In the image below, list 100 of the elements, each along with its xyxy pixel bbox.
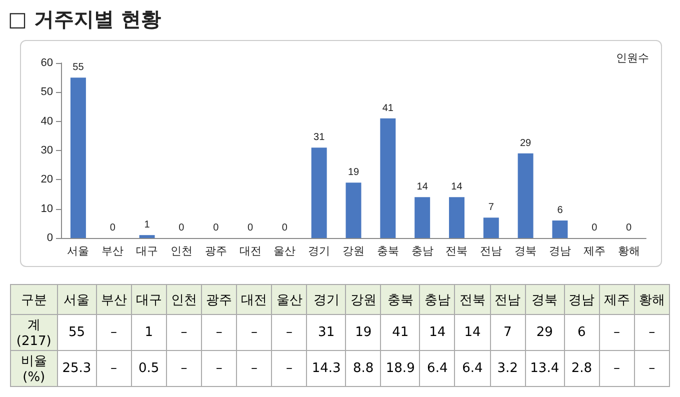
chart-title: □ 거주지별 현황 bbox=[8, 6, 161, 33]
text: 구분 bbox=[10, 284, 58, 314]
data-label: – bbox=[634, 314, 670, 350]
data-label: 7 bbox=[488, 202, 494, 214]
legend-label: 계 (217) bbox=[10, 314, 58, 350]
bar bbox=[311, 148, 327, 238]
x-tick-label: 인천 bbox=[170, 246, 192, 258]
bar bbox=[346, 182, 362, 238]
data-label: – bbox=[599, 314, 634, 350]
data-label: 1 bbox=[131, 314, 166, 350]
bar bbox=[414, 197, 430, 238]
category-label: 광주 bbox=[202, 284, 237, 314]
data-label: – bbox=[96, 314, 132, 350]
data-label: 13.4 bbox=[525, 350, 564, 386]
bar bbox=[552, 220, 568, 238]
category-label: 강원 bbox=[346, 284, 381, 314]
data-label: 0 bbox=[247, 222, 254, 234]
category-label: 충북 bbox=[380, 284, 420, 314]
category-label: 대구 bbox=[131, 284, 166, 314]
x-tick-label: 강원 bbox=[342, 246, 364, 258]
data-label: – bbox=[166, 314, 202, 350]
y-tick-label: 10 bbox=[40, 202, 53, 215]
data-label: – bbox=[236, 350, 272, 386]
y-tick-label: 30 bbox=[40, 144, 53, 156]
bar bbox=[483, 218, 499, 238]
x-tick-label: 울산 bbox=[274, 246, 296, 258]
data-label: 14.3 bbox=[306, 350, 346, 386]
x-tick-label: 제주 bbox=[583, 246, 606, 258]
data-label: 0 bbox=[110, 222, 116, 234]
data-label: 41 bbox=[380, 314, 420, 350]
x-tick-label: 충북 bbox=[376, 246, 399, 258]
x-tick-label: 전북 bbox=[446, 246, 468, 258]
bar bbox=[380, 118, 396, 238]
data-label: – bbox=[272, 350, 307, 386]
bar bbox=[448, 197, 464, 238]
category-label: 전남 bbox=[490, 284, 526, 314]
data-label: 7 bbox=[490, 314, 526, 350]
data-label: 0.5 bbox=[131, 350, 166, 386]
x-tick-label: 충남 bbox=[411, 246, 434, 258]
x-tick-label: 경남 bbox=[548, 246, 571, 258]
data-label: 0 bbox=[178, 222, 185, 234]
category-label: 경기 bbox=[306, 284, 346, 314]
y-tick-label: 0 bbox=[46, 232, 53, 244]
data-label: 55 bbox=[57, 314, 96, 350]
data-label: 29 bbox=[520, 138, 532, 149]
data-label: 6.4 bbox=[454, 350, 490, 386]
category-label: 전북 bbox=[454, 284, 490, 314]
data-label: 19 bbox=[348, 167, 360, 178]
x-tick-label: 경북 bbox=[514, 246, 537, 258]
data-label: – bbox=[166, 350, 202, 386]
data-label: 6 bbox=[564, 314, 600, 350]
data-label: – bbox=[272, 314, 307, 350]
data-label: 25.3 bbox=[57, 350, 96, 386]
x-tick-label: 황해 bbox=[618, 246, 640, 258]
x-tick-label: 경기 bbox=[308, 246, 330, 258]
category-label: 서울 bbox=[57, 284, 96, 314]
data-label: 1 bbox=[144, 220, 150, 231]
text: 비율 (%) bbox=[10, 350, 58, 386]
x-tick-label: 대전 bbox=[239, 246, 262, 258]
data-label: – bbox=[236, 314, 272, 350]
y-tick-label: 20 bbox=[40, 174, 53, 186]
data-label: 14 bbox=[451, 182, 463, 193]
category-label: 인천 bbox=[166, 284, 202, 314]
data-label: 0 bbox=[282, 222, 288, 234]
data-label: 14 bbox=[454, 314, 490, 350]
category-label: 경남 bbox=[564, 284, 600, 314]
data-label: 2.8 bbox=[564, 350, 600, 386]
data-label: 6.4 bbox=[420, 350, 455, 386]
x-tick-label: 광주 bbox=[204, 246, 227, 258]
data-label: – bbox=[634, 350, 670, 386]
data-label: 18.9 bbox=[380, 350, 420, 386]
data-label: 14 bbox=[420, 314, 455, 350]
data-label: – bbox=[202, 350, 237, 386]
category-label: 대전 bbox=[236, 284, 272, 314]
data-label: 29 bbox=[525, 314, 564, 350]
x-tick-label: 서울 bbox=[67, 246, 90, 258]
y-tick-label: 60 bbox=[40, 57, 53, 69]
data-label: 0 bbox=[626, 222, 632, 234]
category-label: 제주 bbox=[599, 284, 634, 314]
bar bbox=[139, 235, 155, 238]
category-label: 충남 bbox=[420, 284, 455, 314]
data-label: 55 bbox=[72, 62, 84, 74]
data-label: 8.8 bbox=[346, 350, 381, 386]
x-tick-label: 부산 bbox=[102, 246, 124, 258]
data-label: – bbox=[202, 314, 237, 350]
data-label: 31 bbox=[314, 132, 326, 144]
x-tick-label: 전남 bbox=[480, 246, 502, 258]
data-label: – bbox=[96, 350, 132, 386]
data-label: 6 bbox=[557, 205, 564, 216]
data-label: 19 bbox=[346, 314, 381, 350]
data-label: 0 bbox=[592, 222, 598, 234]
category-label: 경북 bbox=[525, 284, 564, 314]
x-tick-label: 대구 bbox=[136, 246, 158, 258]
y-tick-label: 40 bbox=[40, 115, 53, 128]
data-label: 14 bbox=[416, 182, 428, 193]
category-label: 부산 bbox=[96, 284, 132, 314]
data-label: 0 bbox=[213, 222, 220, 234]
category-label: 황해 bbox=[634, 284, 670, 314]
annotation: 인원수 bbox=[616, 52, 649, 64]
y-tick-label: 50 bbox=[40, 86, 53, 98]
